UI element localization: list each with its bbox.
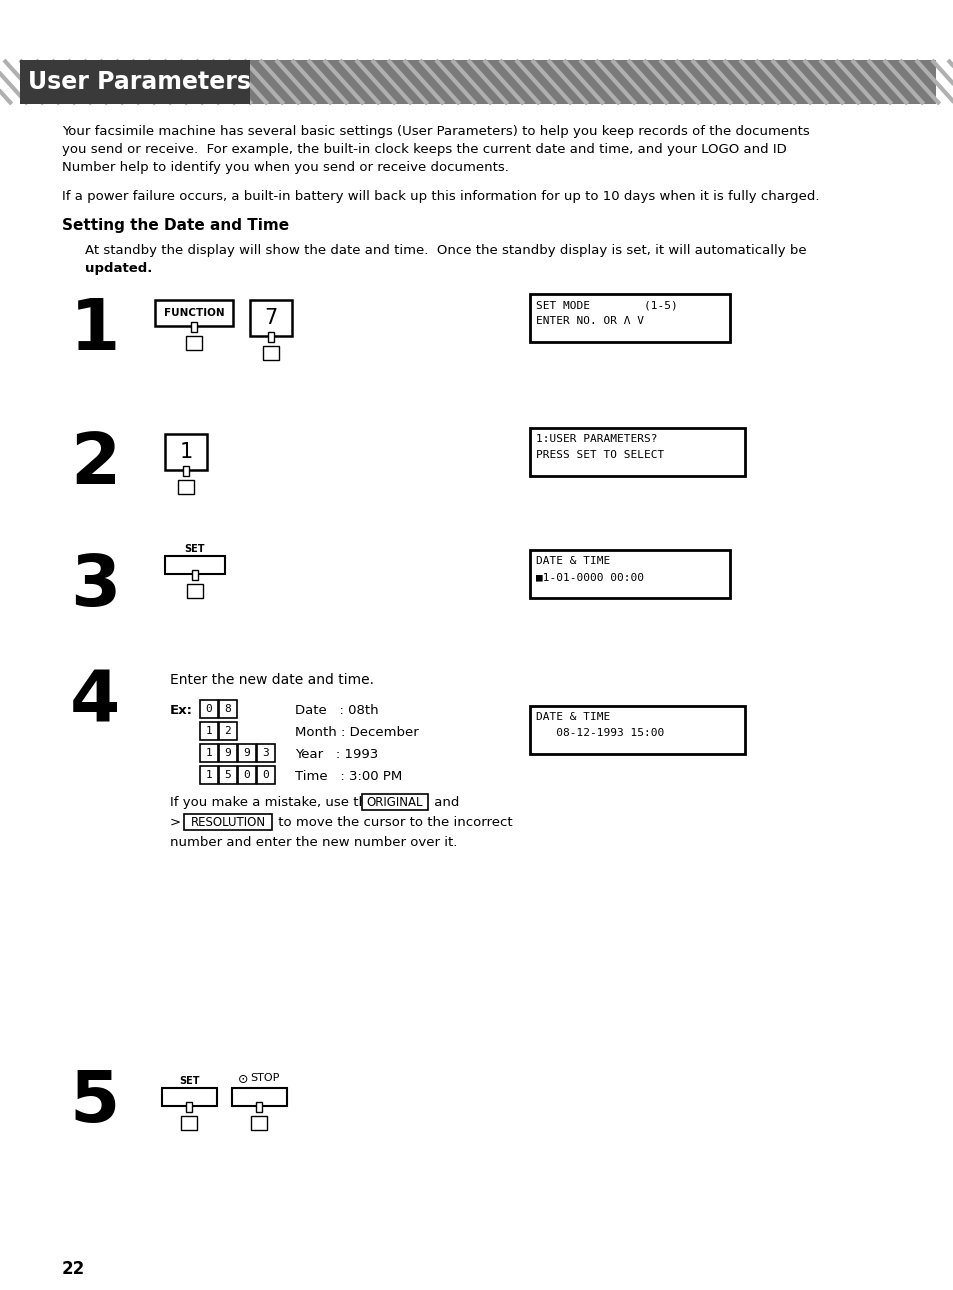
Text: If a power failure occurs, a built-in battery will back up this information for : If a power failure occurs, a built-in ba… [62, 190, 819, 203]
Text: Year   : 1993: Year : 1993 [294, 748, 377, 761]
Text: 22: 22 [62, 1260, 85, 1278]
Text: 4: 4 [70, 668, 120, 737]
Bar [219, 700, 236, 719]
Text: 5: 5 [70, 1068, 120, 1136]
Bar [237, 744, 255, 762]
Text: 1: 1 [206, 748, 213, 759]
Text: 08-12-1993 15:00: 08-12-1993 15:00 [536, 728, 663, 738]
Bar [162, 1087, 216, 1106]
Text: Time   : 3:00 PM: Time : 3:00 PM [294, 770, 402, 783]
Text: Your facsimile machine has several basic settings (User Parameters) to help you : Your facsimile machine has several basic… [62, 125, 809, 138]
Bar [178, 480, 193, 494]
Bar [530, 706, 744, 753]
Text: SET: SET [185, 544, 205, 553]
Text: SET: SET [179, 1076, 199, 1086]
Text: At standby the display will show the date and time.  Once the standby display is: At standby the display will show the dat… [85, 244, 806, 257]
Bar [200, 700, 218, 719]
Text: Date   : 08th: Date : 08th [294, 704, 378, 717]
Bar [530, 550, 729, 599]
Bar [219, 744, 236, 762]
Text: Enter the new date and time.: Enter the new date and time. [170, 673, 374, 688]
Text: 5: 5 [224, 770, 232, 780]
Bar [165, 433, 207, 470]
Bar [20, 61, 250, 104]
Bar [186, 1102, 193, 1112]
Text: RESOLUTION: RESOLUTION [191, 815, 265, 828]
Text: 9: 9 [224, 748, 232, 759]
Text: FUNCTION: FUNCTION [164, 308, 224, 319]
Bar [361, 795, 428, 810]
Text: PRESS SET TO SELECT: PRESS SET TO SELECT [536, 450, 663, 461]
Text: to move the cursor to the incorrect: to move the cursor to the incorrect [274, 817, 512, 829]
Bar [256, 766, 274, 784]
Bar [192, 570, 198, 580]
Text: 2: 2 [224, 726, 232, 737]
Text: 0: 0 [206, 704, 213, 713]
Bar [256, 1102, 262, 1112]
Bar [187, 584, 203, 599]
Bar [256, 744, 274, 762]
Text: ■1-01-0000 00:00: ■1-01-0000 00:00 [536, 571, 643, 582]
Bar [191, 322, 196, 332]
Text: If you make a mistake, use the <: If you make a mistake, use the < [170, 796, 395, 809]
Text: 7: 7 [264, 308, 277, 328]
Bar [530, 428, 744, 476]
Text: STOP: STOP [250, 1073, 279, 1084]
Text: User Parameters: User Parameters [28, 70, 251, 94]
Bar [184, 814, 272, 829]
Text: SET MODE        (1-5): SET MODE (1-5) [536, 301, 677, 310]
Text: DATE & TIME: DATE & TIME [536, 556, 610, 566]
Text: ORIGINAL: ORIGINAL [366, 796, 423, 809]
Text: 1: 1 [206, 726, 213, 737]
Text: updated.: updated. [85, 262, 152, 275]
Text: 3: 3 [70, 552, 120, 620]
Bar [200, 744, 218, 762]
Text: 8: 8 [224, 704, 232, 713]
Text: you send or receive.  For example, the built-in clock keeps the current date and: you send or receive. For example, the bu… [62, 143, 786, 156]
Bar [20, 61, 935, 104]
Text: ⊙: ⊙ [237, 1073, 248, 1086]
Bar [200, 766, 218, 784]
Text: 1: 1 [206, 770, 213, 780]
Text: DATE & TIME: DATE & TIME [536, 712, 610, 722]
Text: 1: 1 [70, 295, 120, 365]
Bar [219, 766, 236, 784]
Bar [232, 1087, 287, 1106]
Text: 2: 2 [70, 430, 120, 499]
Text: Ex:: Ex: [170, 704, 193, 717]
Text: 0: 0 [243, 770, 250, 780]
Bar [530, 294, 729, 342]
Text: Month : December: Month : December [294, 726, 418, 739]
Bar [165, 556, 225, 574]
Bar [263, 346, 278, 360]
Text: Number help to identify you when you send or receive documents.: Number help to identify you when you sen… [62, 161, 508, 174]
Text: 3: 3 [262, 748, 269, 759]
Text: Setting the Date and Time: Setting the Date and Time [62, 218, 289, 233]
Bar [181, 1116, 197, 1130]
Text: 1: 1 [179, 442, 193, 462]
Bar [250, 301, 292, 335]
Text: and: and [430, 796, 459, 809]
Bar [237, 766, 255, 784]
Text: 0: 0 [262, 770, 269, 780]
Bar [154, 301, 233, 326]
Bar [219, 722, 236, 740]
Bar [186, 335, 202, 350]
Text: 1:USER PARAMETERS?: 1:USER PARAMETERS? [536, 433, 657, 444]
Text: >: > [170, 817, 185, 829]
Bar [200, 722, 218, 740]
Bar [183, 466, 189, 476]
Text: 9: 9 [243, 748, 250, 759]
Text: number and enter the new number over it.: number and enter the new number over it. [170, 836, 456, 849]
Bar [268, 332, 274, 342]
Bar [252, 1116, 267, 1130]
Text: ENTER NO. OR Λ V: ENTER NO. OR Λ V [536, 316, 643, 326]
